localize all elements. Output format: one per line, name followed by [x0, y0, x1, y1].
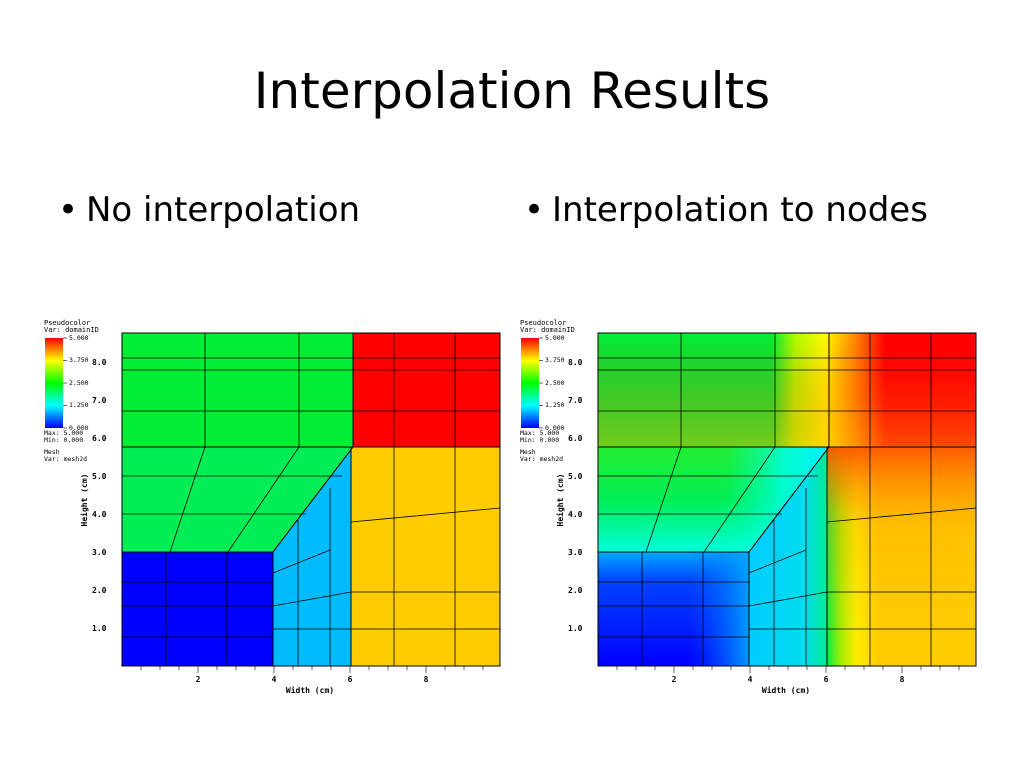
x-tick-label: 2: [196, 675, 201, 684]
legend-title: Pseudocolor: [44, 319, 90, 327]
y-tick-label: 7.0: [568, 396, 583, 405]
legend-mesh-var: Var: mesh2d: [44, 455, 87, 463]
y-tick-label: 8.0: [92, 358, 107, 367]
region-blue-shade: [598, 552, 749, 666]
x-tick-label: 6: [348, 675, 353, 684]
legend-tick: 5.000: [545, 334, 565, 342]
y-tick-label: 5.0: [92, 472, 107, 481]
region-blue: [122, 552, 273, 666]
y-tick-label: 8.0: [568, 358, 583, 367]
region-green-mid: [122, 447, 353, 552]
y-axis: 1.0 2.0 3.0 4.0 5.0 6.0 7.0 8.0 Height (…: [555, 358, 583, 633]
x-axis: 2 4 6 8 Width (cm): [598, 665, 976, 695]
legend-tick: 3.750: [69, 356, 89, 364]
legend-mesh-var: Var: mesh2d: [520, 455, 563, 463]
legend: Pseudocolor Var: domainID 5.000 3.750 2.…: [44, 319, 99, 463]
bullet-text: No interpolation: [86, 190, 361, 230]
x-tick-label: 2: [672, 675, 677, 684]
y-tick-label: 2.0: [92, 586, 107, 595]
x-tick-label: 6: [824, 675, 829, 684]
legend-max: Max: 5.000: [44, 429, 83, 437]
y-tick-label: 4.0: [568, 510, 583, 519]
x-tick-label: 8: [424, 675, 429, 684]
region-borders: [121, 332, 501, 667]
plot-interpolation-to-nodes: Pseudocolor Var: domainID 5.000 3.750 2.…: [520, 319, 977, 695]
y-tick-label: 2.0: [568, 586, 583, 595]
legend-mesh-title: Mesh: [44, 448, 60, 456]
mesh-lines: [598, 333, 977, 666]
legend-max: Max: 5.000: [520, 429, 559, 437]
y-tick-label: 6.0: [92, 434, 107, 443]
legend-var: Var: domainID: [44, 326, 99, 334]
y-tick-label: 3.0: [92, 548, 107, 557]
legend-tick: 1.250: [545, 401, 565, 409]
y-tick-label: 6.0: [568, 434, 583, 443]
y-tick-label: 1.0: [568, 624, 583, 633]
y-tick-label: 4.0: [92, 510, 107, 519]
legend-mesh-title: Mesh: [520, 448, 536, 456]
legend-tick: 2.500: [69, 379, 89, 387]
legend-tick: 0.000: [545, 424, 565, 432]
y-axis: 1.0 2.0 3.0 4.0 5.0 6.0 7.0 8.0 Height (…: [79, 358, 107, 633]
y-tick-label: 5.0: [568, 472, 583, 481]
legend-tick: 3.750: [545, 356, 565, 364]
bullet-marker: •: [58, 190, 79, 230]
y-tick-label: 7.0: [92, 396, 107, 405]
region-orange-shade: [827, 447, 976, 666]
region-top-shade: [598, 333, 976, 447]
bullet-interpolation-to-nodes: • Interpolation to nodes: [524, 190, 928, 230]
x-tick-label: 4: [748, 675, 753, 684]
region-green-top: [122, 333, 353, 447]
bullet-marker: •: [524, 190, 545, 230]
legend-tick: 0.000: [69, 424, 89, 432]
x-axis: 2 4 6 8 Width (cm): [122, 665, 500, 695]
region-orange: [351, 447, 500, 666]
x-tick-label: 4: [272, 675, 277, 684]
heatmap-regions: [122, 333, 500, 666]
slide-title: Interpolation Results: [253, 62, 771, 120]
region-red: [353, 333, 500, 447]
legend-title: Pseudocolor: [520, 319, 566, 327]
legend-min: Min: 0.000: [44, 436, 83, 444]
legend-colorbar: [521, 338, 539, 428]
bullet-text: Interpolation to nodes: [552, 190, 928, 230]
legend-tick: 2.500: [545, 379, 565, 387]
y-tick-label: 3.0: [568, 548, 583, 557]
legend-var: Var: domainID: [520, 326, 575, 334]
plot-no-interpolation: Pseudocolor Var: domainID 5.000 3.750 2.…: [44, 319, 501, 695]
x-tick-label: 8: [900, 675, 905, 684]
x-axis-label: Width (cm): [762, 685, 810, 695]
heatmap-interpolated: [598, 333, 976, 666]
y-axis-label: Height (cm): [79, 474, 89, 527]
legend: Pseudocolor Var: domainID 5.000 3.750 2.…: [520, 319, 575, 463]
y-axis-label: Height (cm): [555, 474, 565, 527]
legend-min: Min: 0.000: [520, 436, 559, 444]
legend-colorbar: [45, 338, 63, 428]
y-tick-label: 1.0: [92, 624, 107, 633]
legend-tick: 1.250: [69, 401, 89, 409]
x-axis-label: Width (cm): [286, 685, 334, 695]
bullet-no-interpolation: • No interpolation: [58, 190, 360, 230]
region-mid-shade: [598, 447, 829, 552]
legend-tick: 5.000: [69, 334, 89, 342]
